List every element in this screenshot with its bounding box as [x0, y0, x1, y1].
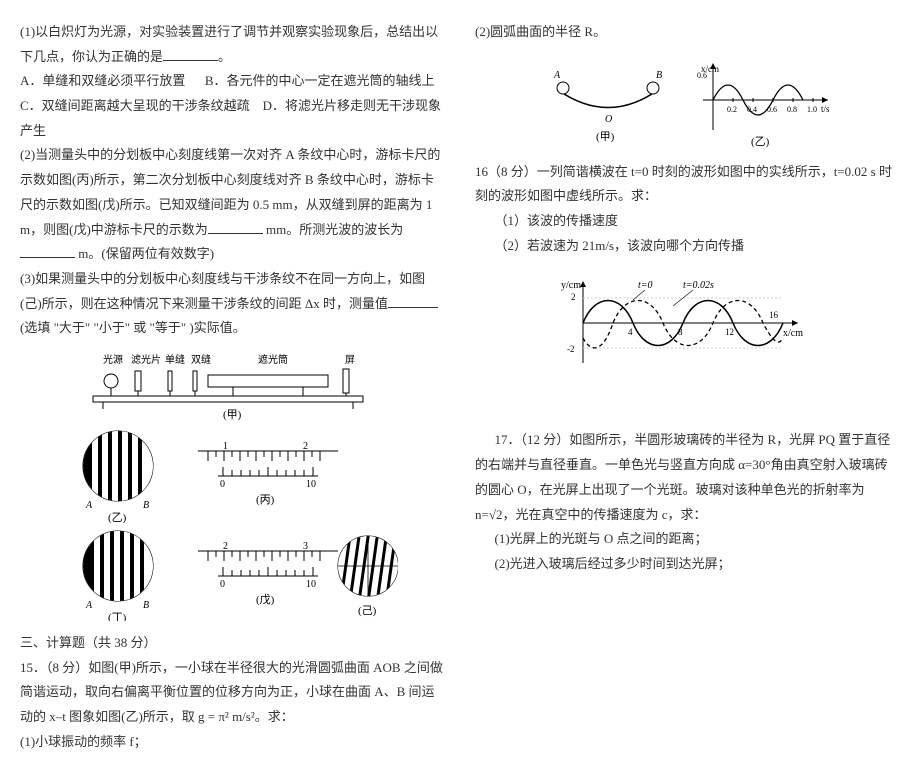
svg-text:B: B [656, 70, 662, 81]
svg-text:O: O [605, 114, 612, 125]
svg-text:3: 3 [303, 541, 308, 552]
svg-text:x/cm: x/cm [783, 328, 803, 339]
svg-text:2: 2 [223, 541, 228, 552]
q16-intro: 16（8 分）一列简谐横波在 t=0 时刻的波形如图中的实线所示，t=0.02 … [475, 160, 900, 209]
q17-1: (1)光屏上的光斑与 O 点之间的距离； [475, 527, 900, 552]
q16-1: （1）该波的传播速度 [475, 209, 900, 234]
svg-text:t/s: t/s [821, 104, 830, 114]
svg-text:(戊): (戊) [256, 593, 275, 606]
svg-text:12: 12 [725, 327, 734, 337]
svg-text:A: A [553, 70, 561, 81]
q2-blank1 [208, 220, 263, 234]
svg-text:1.0: 1.0 [807, 105, 817, 114]
lbl-screen: 屏 [345, 354, 355, 366]
q2-c: m。(保留两位有效数字) [78, 246, 214, 261]
opt-c: C．双缝间距离越大呈现的干涉条纹越疏 [20, 98, 250, 113]
svg-text:(甲): (甲) [596, 131, 615, 143]
lbl-jia: (甲) [223, 409, 242, 421]
opt-b: B．各元件的中心一定在遮光筒的轴线上 [205, 73, 435, 88]
svg-text:0.6: 0.6 [767, 105, 777, 114]
q16-2: （2）若波速为 21m/s，该波向哪个方向传播 [475, 234, 900, 259]
q3-blank [388, 294, 438, 308]
q1-blank [163, 47, 218, 61]
svg-text:y/cm: y/cm [561, 280, 581, 291]
lbl-light: 光源 [103, 353, 123, 366]
svg-text:0.8: 0.8 [787, 105, 797, 114]
svg-text:(己): (己) [358, 605, 377, 617]
q2-b: mm。所测光波的波长为 [266, 222, 403, 237]
svg-text:0.4: 0.4 [747, 105, 757, 114]
q15-1: (1)小球振动的频率 f； [20, 730, 445, 755]
svg-text:-2: -2 [567, 344, 575, 354]
q3-a: (3)如果测量头中的分划板中心刻度线与干涉条纹不在同一方向上，如图(己)所示，则… [20, 271, 425, 311]
svg-text:0.2: 0.2 [727, 105, 737, 114]
svg-text:0: 0 [220, 579, 225, 590]
svg-text:A: A [85, 500, 93, 511]
section3-title: 三、计算题（共 38 分） [20, 631, 445, 656]
apparatus-svg: 光源 滤光片 单缝 双缝 遮光筒 屏 [83, 351, 383, 421]
q1-suffix: 。 [218, 49, 231, 64]
svg-text:16: 16 [769, 310, 779, 320]
wave-graph: y/cm x/cm 2 -2 4 8 12 16 t=0 t=0.02s [475, 268, 900, 378]
q2-blank2 [20, 244, 75, 258]
svg-text:0.6: 0.6 [697, 71, 707, 80]
q2-text: (2)当测量头中的分划板中心刻度线第一次对齐 A 条纹中心时，游标卡尺的示数如图… [20, 143, 445, 266]
svg-text:10: 10 [306, 579, 316, 590]
q17-2: (2)光进入玻璃后经过多少时间到达光屏； [475, 552, 900, 577]
svg-text:1: 1 [223, 441, 228, 452]
q15-text: 15．（8 分）如图(甲)所示，一小球在半径很大的光滑圆弧曲面 AOB 之间做简… [20, 656, 445, 730]
opt-a: A．单缝和双缝必须平行放置 [20, 73, 185, 88]
circles-rulers-svg: A B (乙) 1 2 0 10 [68, 421, 398, 621]
q17-intro: 17．（12 分）如图所示，半圆形玻璃砖的半径为 R，光屏 PQ 置于直径的右端… [475, 428, 900, 527]
lbl-tube: 遮光筒 [258, 353, 288, 366]
svg-text:2: 2 [303, 441, 308, 452]
arc-and-graph: A O B (甲) x/cm t/s 0.6 [475, 55, 900, 150]
svg-text:4: 4 [628, 327, 633, 337]
svg-text:(乙): (乙) [108, 511, 127, 524]
svg-text:A: A [85, 600, 93, 611]
spacer [475, 388, 900, 428]
svg-text:B: B [143, 500, 149, 511]
svg-text:0: 0 [220, 479, 225, 490]
svg-text:(丁): (丁) [108, 612, 127, 621]
q15-2: (2)圆弧曲面的半径 R。 [475, 20, 900, 45]
apparatus-figure: 光源 滤光片 单缝 双缝 遮光筒 屏 [20, 351, 445, 621]
wave-svg: y/cm x/cm 2 -2 4 8 12 16 t=0 t=0.02s [558, 268, 818, 378]
lbl-double: 双缝 [191, 353, 211, 366]
svg-text:2: 2 [571, 292, 576, 302]
svg-text:t=0: t=0 [638, 280, 653, 291]
svg-text:(丙): (丙) [256, 494, 275, 506]
svg-text:8: 8 [678, 327, 683, 337]
left-column: (1)以白炽灯为光源，对实验装置进行了调节并观察实验现象后，总结出以下几点，你认… [20, 20, 445, 754]
lbl-single: 单缝 [165, 353, 185, 366]
two-column-layout: (1)以白炽灯为光源，对实验装置进行了调节并观察实验现象后，总结出以下几点，你认… [20, 20, 900, 754]
q1-options: A．单缝和双缝必须平行放置 B．各元件的中心一定在遮光筒的轴线上 C．双缝间距离… [20, 69, 445, 143]
svg-text:t=0.02s: t=0.02s [683, 280, 714, 291]
q3-b: (选填 "大于" "小于" 或 "等于" )实际值。 [20, 320, 246, 335]
right-column: (2)圆弧曲面的半径 R。 A O B (甲) [475, 20, 900, 754]
svg-text:B: B [143, 600, 149, 611]
lbl-filter: 滤光片 [131, 353, 161, 366]
arc-graph-svg: A O B (甲) x/cm t/s 0.6 [538, 55, 838, 150]
q1-text: (1)以白炽灯为光源，对实验装置进行了调节并观察实验现象后，总结出以下几点，你认… [20, 20, 445, 69]
q3-text: (3)如果测量头中的分划板中心刻度线与干涉条纹不在同一方向上，如图(己)所示，则… [20, 267, 445, 341]
svg-text:10: 10 [306, 479, 316, 490]
svg-text:(乙): (乙) [751, 135, 770, 148]
